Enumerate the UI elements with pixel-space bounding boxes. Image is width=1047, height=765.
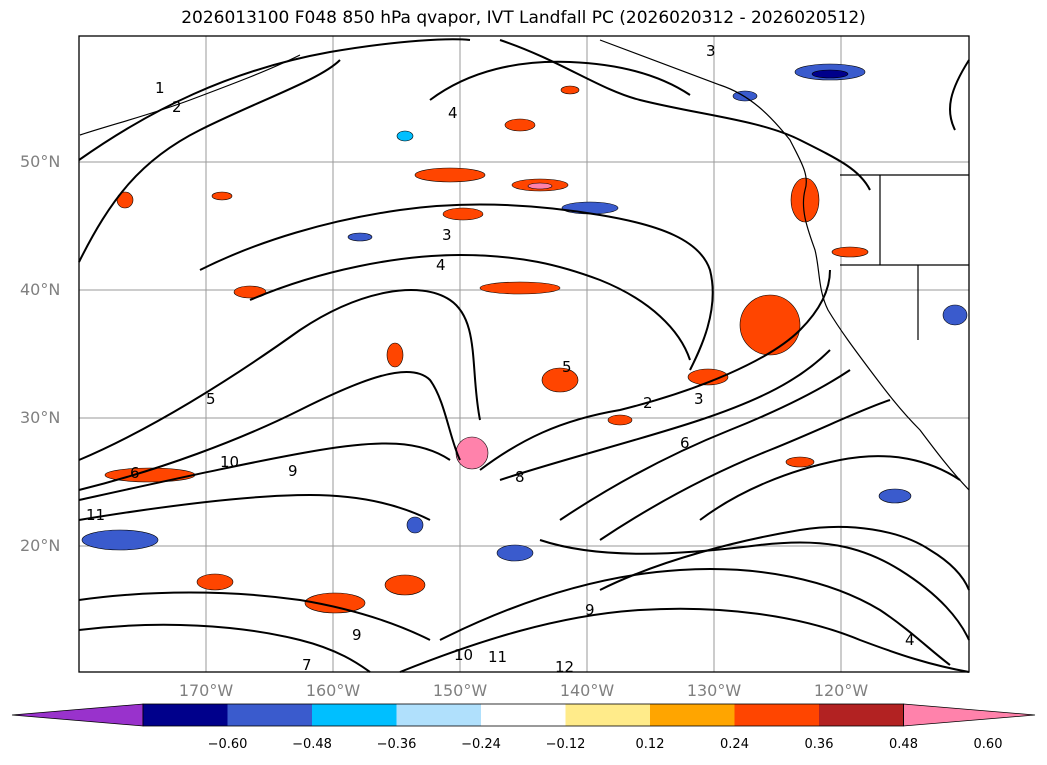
contour-label: 1: [155, 79, 165, 97]
colorbar-segment: [143, 704, 228, 726]
contour-label: 4: [905, 631, 915, 649]
lon-label: 140°W: [542, 681, 632, 700]
colorbar-segment: [819, 704, 904, 726]
contour-label: 12: [555, 658, 574, 676]
colorbar-tick-label: −0.36: [362, 737, 432, 752]
colorbar-tick-label: −0.24: [446, 737, 516, 752]
contour-label: 4: [448, 104, 458, 122]
contour-label: 5: [562, 358, 572, 376]
colorbar-tick-label: −0.60: [193, 737, 263, 752]
colorbar-segment: [650, 704, 735, 726]
contour-label: 9: [585, 601, 595, 619]
colorbar-tick-label: 0.24: [700, 737, 770, 752]
lon-label: 170°W: [161, 681, 251, 700]
colorbar-tick-label: −0.12: [531, 737, 601, 752]
colorbar-arrow-low: [12, 704, 143, 726]
contour-label: 3: [442, 226, 452, 244]
contour-label: 3: [706, 42, 716, 60]
contour-label: 2: [643, 394, 653, 412]
contour-label: 10: [220, 453, 239, 471]
colorbar: [12, 704, 1035, 726]
lon-label: 130°W: [669, 681, 759, 700]
colorbar-segment: [228, 704, 313, 726]
contour-label: 5: [206, 390, 216, 408]
contour-label: 6: [680, 434, 690, 452]
lat-label: 20°N: [20, 536, 60, 555]
colorbar-tick-label: 0.12: [615, 737, 685, 752]
lat-label: 40°N: [20, 280, 60, 299]
contour-label: 2: [172, 98, 182, 116]
contour-label: 11: [86, 506, 105, 524]
colorbar-segment: [566, 704, 651, 726]
colorbar-tick-label: −0.48: [277, 737, 347, 752]
contour-label: 4: [436, 256, 446, 274]
contour-label: 3: [694, 390, 704, 408]
lat-label: 30°N: [20, 408, 60, 427]
colorbar-segment: [481, 704, 566, 726]
colorbar-tick-label: 0.48: [869, 737, 939, 752]
contour-label: 11: [488, 648, 507, 666]
colorbar-segment: [735, 704, 820, 726]
contour-label: 10: [454, 646, 473, 664]
colorbar-tick-label: 0.36: [784, 737, 854, 752]
colorbar-segment: [397, 704, 482, 726]
lat-label: 50°N: [20, 152, 60, 171]
contour-label: 6: [130, 464, 140, 482]
lon-label: 120°W: [796, 681, 886, 700]
colorbar-tick-label: 0.60: [953, 737, 1023, 752]
lon-label: 160°W: [288, 681, 378, 700]
contour-label: 9: [288, 462, 298, 480]
contour-label: 7: [302, 656, 312, 674]
contour-label: 9: [352, 626, 362, 644]
lon-label: 150°W: [415, 681, 505, 700]
colorbar-segment: [312, 704, 397, 726]
contour-label: 8: [515, 468, 525, 486]
colorbar-arrow-high: [904, 704, 1036, 726]
